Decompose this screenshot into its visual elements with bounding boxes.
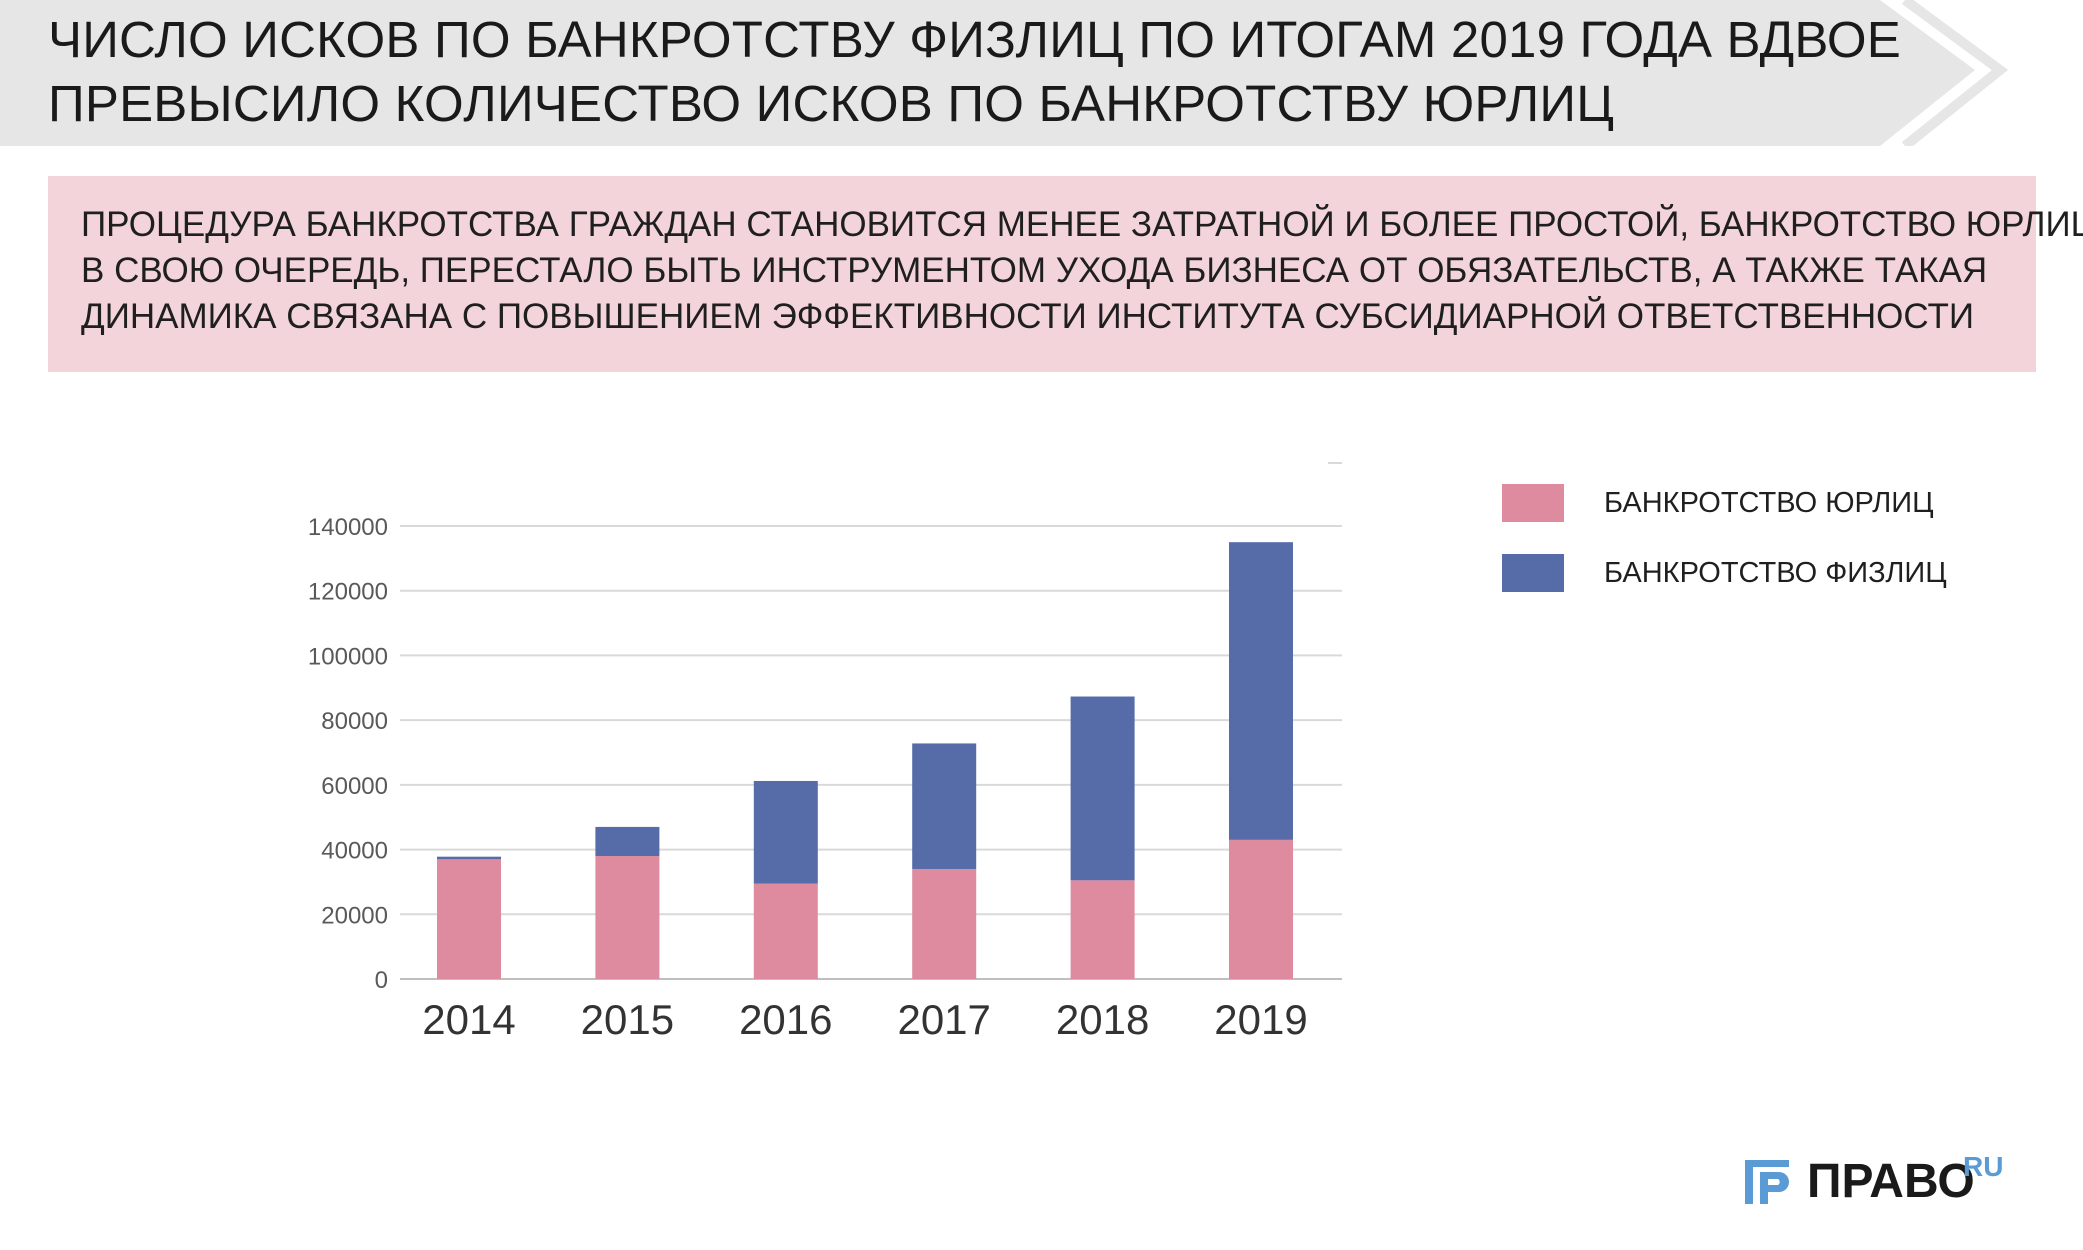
- callout-line-3: ДИНАМИКА СВЯЗАНА С ПОВЫШЕНИЕМ ЭФФЕКТИВНО…: [81, 297, 1975, 336]
- bar-individuals: [1070, 696, 1135, 881]
- bar-legal-entities: [437, 859, 501, 979]
- x-tick-label: 2015: [581, 996, 674, 1043]
- legend-swatch-individuals: [1502, 554, 1564, 592]
- y-tick-label: 140000: [308, 514, 388, 541]
- title-line-2: ПРЕВЫСИЛО КОЛИЧЕСТВО ИСКОВ ПО БАНКРОТСТВ…: [48, 75, 1615, 132]
- y-tick-label: 40000: [321, 838, 388, 865]
- summary-callout: ПРОЦЕДУРА БАНКРОТСТВА ГРАЖДАН СТАНОВИТСЯ…: [48, 176, 2083, 372]
- bar-legal-entities: [753, 883, 818, 979]
- x-axis-ticks: 2014 2015 2016 2017 2018 2019: [422, 996, 1307, 1043]
- title-line-1: ЧИСЛО ИСКОВ ПО БАНКРОТСТВУ ФИЗЛИЦ ПО ИТО…: [48, 11, 1902, 68]
- bar-individuals: [912, 743, 977, 869]
- legend-swatch-legal-entities: [1502, 484, 1564, 522]
- bar-individuals: [595, 826, 660, 857]
- y-tick-label: 80000: [321, 708, 388, 735]
- x-tick-label: 2014: [422, 996, 515, 1043]
- bar-individuals: [753, 780, 818, 884]
- x-tick-label: 2017: [897, 996, 990, 1043]
- y-tick-label: 100000: [308, 643, 388, 670]
- callout-line-2: В СВОЮ ОЧЕРЕДЬ, ПЕРЕСТАЛО БЫТЬ ИНСТРУМЕН…: [81, 251, 1988, 290]
- x-tick-label: 2016: [739, 996, 832, 1043]
- header-banner: [0, 0, 2009, 146]
- pravo-logo-icon: [1745, 1160, 1789, 1204]
- bar-legal-entities: [1070, 880, 1135, 979]
- bar-individuals: [1229, 542, 1293, 840]
- y-axis-ticks: 0 20000 40000 60000 80000 100000 120000 140000: [308, 514, 388, 994]
- pravo-ru-logo: ПРАВО RU: [1745, 1152, 2005, 1208]
- y-tick-label: 60000: [321, 773, 388, 800]
- callout-line-1: ПРОЦЕДУРА БАНКРОТСТВА ГРАЖДАН СТАНОВИТСЯ…: [81, 205, 2083, 244]
- logo-wordmark: ПРАВО: [1807, 1155, 1975, 1208]
- page-title: ЧИСЛО ИСКОВ ПО БАНКРОТСТВУ ФИЗЛИЦ ПО ИТО…: [48, 8, 1902, 136]
- bar-legal-entities: [912, 868, 977, 979]
- bar-individuals: [437, 856, 501, 860]
- grid-lines: [400, 525, 1342, 980]
- bar-legal-entities: [595, 856, 660, 979]
- y-tick-label: 20000: [321, 902, 388, 929]
- bars: [437, 542, 1293, 979]
- legend-label-legal-entities: БАНКРОТСТВО ЮРЛИЦ: [1604, 487, 1934, 519]
- y-tick-label: 0: [375, 967, 388, 994]
- x-tick-label: 2019: [1214, 996, 1307, 1043]
- logo-superscript: RU: [1963, 1151, 2004, 1182]
- y-tick-label: 120000: [308, 579, 388, 606]
- bar-legal-entities: [1229, 839, 1293, 979]
- x-tick-label: 2018: [1056, 996, 1149, 1043]
- legend-label-individuals: БАНКРОТСТВО ФИЗЛИЦ: [1604, 557, 1947, 589]
